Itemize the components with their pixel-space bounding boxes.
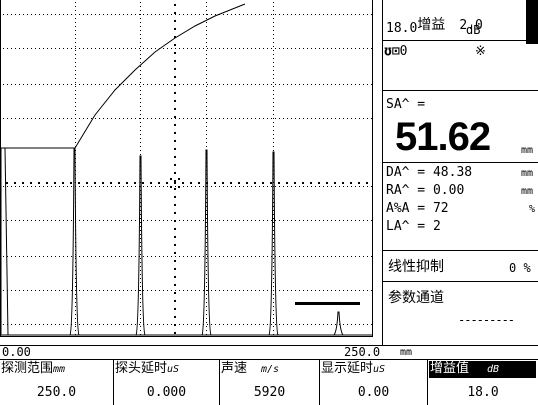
param-label: 声速 [221, 361, 248, 376]
status-row: ʊ⊡0 [384, 45, 407, 59]
ra-readout: RA^ = 0.00 [386, 183, 465, 198]
param-velocity[interactable]: 声速 m/s 5920 [220, 360, 320, 405]
param-unit: m/s [261, 364, 280, 375]
param-gain[interactable]: 增益值 dB 18.0 [428, 360, 538, 405]
param-probe-delay[interactable]: 探头延时uS 0.000 [114, 360, 220, 405]
param-value: 5920 [253, 385, 286, 400]
gate-bar [295, 302, 360, 305]
sa-unit: mm [521, 145, 534, 156]
sa-label: SA^ = [386, 97, 426, 112]
ra-unit: mm [521, 186, 534, 197]
param-label: 探头延时 [115, 361, 168, 376]
echo-trace [0, 147, 372, 336]
axis-unit: mm [400, 347, 413, 358]
panel-divider [382, 0, 383, 345]
reject-value[interactable]: 0 % [509, 261, 531, 275]
param-value: 18.0 [467, 385, 499, 400]
divider [382, 162, 538, 163]
dac-curve [0, 3, 246, 149]
axis-min: 0.00 [2, 345, 31, 359]
reject-label: 线性抑制 [388, 259, 444, 275]
gain-base-value[interactable]: 18.0 [386, 21, 418, 36]
param-unit: uS [373, 364, 386, 375]
axis-max: 250.0 [344, 345, 381, 359]
divider [382, 250, 538, 251]
channel-label: 参数通道 [388, 290, 444, 306]
divider [0, 345, 538, 346]
la-readout: LA^ = 2 [386, 219, 441, 234]
param-label: 增益值 [430, 361, 470, 376]
param-range[interactable]: 探测范围mm 250.0 [0, 360, 114, 405]
param-label: 显示延时 [321, 361, 374, 376]
aa-unit: % [529, 204, 536, 215]
echo-peak [268, 151, 279, 336]
echo-peak [135, 155, 146, 336]
param-value: 0.000 [146, 385, 187, 400]
param-value: 250.0 [36, 385, 77, 400]
param-display-delay[interactable]: 显示延时uS 0.00 [320, 360, 428, 405]
channel-value[interactable]: --------- [458, 313, 515, 327]
gain-step-value[interactable]: 2.0 [459, 18, 483, 33]
status-count: 0 [399, 44, 408, 59]
param-label: 探测范围 [1, 361, 54, 376]
a-scan-display [0, 0, 373, 337]
probe-icon: ʊ [384, 44, 392, 59]
scope-grid [3, 2, 372, 335]
divider [382, 90, 538, 91]
sa-value: 51.62 [395, 115, 491, 159]
param-value: 0.00 [357, 385, 390, 400]
echo-peak [201, 149, 212, 336]
da-readout: DA^ = 48.38 [386, 165, 473, 180]
divider [382, 40, 538, 41]
param-unit: uS [167, 364, 180, 375]
freeze-icon: ※ [475, 44, 486, 59]
param-unit: dB [487, 364, 500, 375]
divider [0, 359, 538, 360]
gain-step-indicator [526, 0, 538, 44]
gain-label: 增益 [417, 17, 446, 33]
range-axis: 0.00 250.0 mm [0, 345, 538, 359]
gain-unit: dB [466, 23, 481, 37]
lock-icon: ⊡ [391, 44, 400, 59]
aa-readout: A%A = 72 [386, 201, 449, 216]
divider [382, 281, 538, 282]
initial-pulse [0, 147, 9, 336]
parameter-bar: 探测范围mm 250.0 探头延时uS 0.000 声速 m/s 5920 显示延… [0, 360, 538, 405]
da-unit: mm [521, 168, 534, 179]
echo-peak [333, 311, 344, 336]
param-unit: mm [53, 364, 66, 375]
echo-peak [69, 147, 80, 336]
